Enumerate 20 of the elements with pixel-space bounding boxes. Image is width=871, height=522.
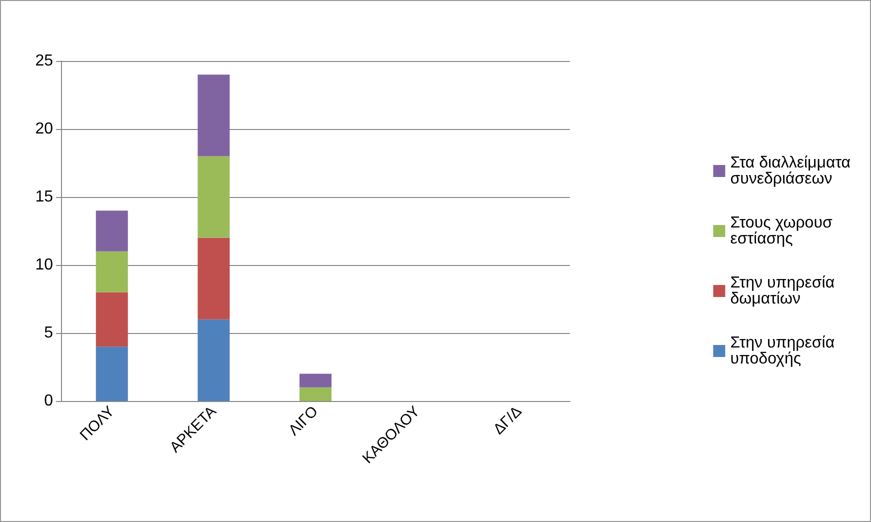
bar	[198, 74, 230, 156]
bar	[96, 292, 128, 347]
y-tick-label: 20	[35, 120, 54, 138]
y-tick-label: 15	[35, 188, 54, 206]
y-tick-label: 0	[44, 392, 54, 410]
bar	[96, 251, 128, 292]
legend-label: Στους χωρουσ εστίασης	[730, 214, 837, 248]
bar	[96, 210, 128, 252]
y-tick-label: 5	[44, 324, 54, 342]
legend-label: Στα διαλλείμματα συνεδριάσεων	[730, 154, 856, 188]
legend-label: Στην υπηρεσία υποδοχής	[730, 334, 840, 368]
bar	[300, 387, 332, 401]
y-tick-label: 25	[35, 52, 54, 70]
legend-label: Στην υπηρεσία δωματίων	[730, 274, 840, 308]
bar	[300, 374, 332, 388]
y-tick-label: 10	[35, 256, 54, 274]
bar	[198, 156, 230, 238]
bar	[198, 238, 230, 320]
bar	[198, 319, 230, 401]
bar	[96, 346, 128, 401]
